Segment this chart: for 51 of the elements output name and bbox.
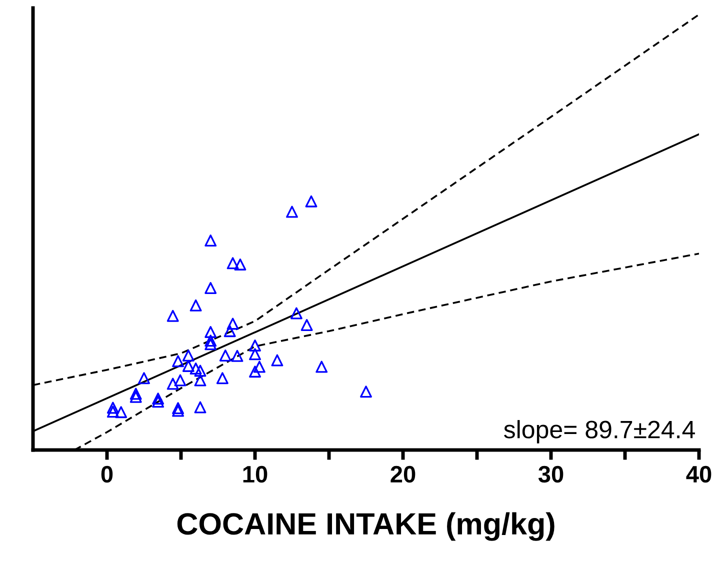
point: [194, 374, 206, 386]
point: [226, 257, 239, 270]
x-tick-label: 40: [686, 466, 712, 483]
point: [286, 206, 298, 218]
point: [166, 310, 179, 322]
annotation: slope= 89.7±24.4: [504, 420, 695, 444]
point: [249, 340, 261, 352]
point: [172, 404, 184, 417]
point: [190, 362, 202, 375]
point: [194, 401, 206, 414]
point: [204, 282, 217, 294]
point: [249, 366, 261, 378]
point: [138, 372, 150, 384]
x-tick-label: 10: [243, 466, 268, 483]
point: [271, 354, 284, 366]
point: [204, 338, 217, 350]
point: [182, 350, 194, 362]
point: [224, 325, 236, 338]
point: [130, 388, 142, 400]
point: [204, 326, 217, 338]
point: [226, 318, 239, 330]
point: [166, 378, 179, 390]
point: [172, 355, 184, 368]
point: [106, 406, 119, 418]
point: [234, 258, 246, 270]
point: [204, 234, 217, 247]
x-tick-label: 30: [538, 466, 564, 483]
point: [231, 350, 244, 362]
point: [172, 402, 184, 414]
point: [316, 360, 328, 373]
point: [182, 360, 194, 372]
point: [106, 402, 119, 414]
point: [253, 360, 266, 373]
point: [300, 319, 313, 332]
point: [152, 392, 164, 405]
x-axis-title: COCAINE INTAKE (mg/kg): [177, 512, 554, 541]
point: [174, 374, 186, 386]
point: [305, 195, 318, 208]
x-tick-label: 0: [101, 466, 113, 483]
point: [194, 364, 206, 377]
point: [152, 396, 164, 408]
point: [249, 348, 261, 360]
point: [290, 307, 302, 320]
x-tick-label: 20: [390, 466, 416, 483]
point: [115, 406, 128, 418]
point: [130, 390, 142, 403]
point: [360, 386, 372, 398]
point: [216, 372, 228, 384]
point: [219, 350, 232, 362]
point: [190, 299, 202, 312]
point: [204, 334, 217, 347]
